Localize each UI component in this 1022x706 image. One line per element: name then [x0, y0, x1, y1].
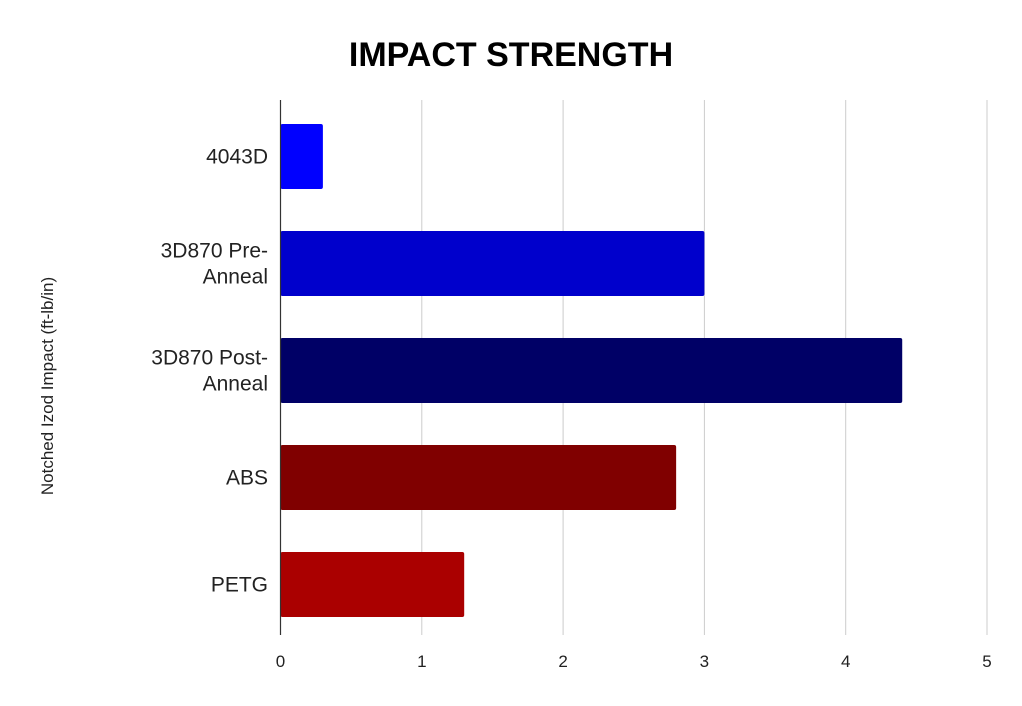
- x-tick-label: 4: [841, 652, 850, 671]
- x-tick-label: 0: [276, 652, 285, 671]
- bar: [280, 445, 677, 510]
- category-label: Anneal: [203, 373, 268, 396]
- x-tick-label: 5: [982, 652, 991, 671]
- bar: [280, 338, 903, 403]
- category-label: PETG: [211, 574, 268, 597]
- x-tick-label: 2: [558, 652, 567, 671]
- category-label: Anneal: [203, 266, 268, 289]
- category-label: 3D870 Pre-: [161, 240, 268, 263]
- category-label: 3D870 Post-: [151, 347, 268, 370]
- x-tick-label: 1: [417, 652, 426, 671]
- category-label: ABS: [226, 467, 268, 490]
- bar: [280, 124, 323, 189]
- x-tick-label: 3: [700, 652, 709, 671]
- category-label: 4043D: [206, 146, 268, 169]
- bar: [280, 552, 465, 617]
- bar: [280, 231, 705, 296]
- y-axis-label: Notched Izod Impact (ft-lb/in): [38, 277, 57, 495]
- chart-title: IMPACT STRENGTH: [348, 36, 674, 74]
